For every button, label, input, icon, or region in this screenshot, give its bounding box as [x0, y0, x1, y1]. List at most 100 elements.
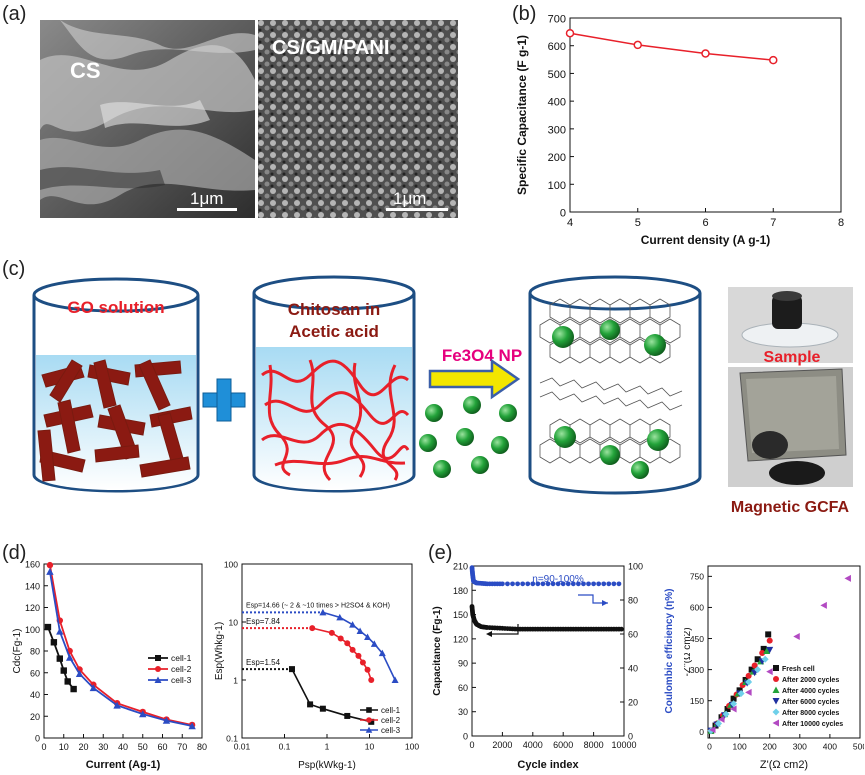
beaker-go: GO solution — [32, 277, 200, 493]
y-tick-label: 60 — [30, 668, 40, 678]
data-point — [75, 670, 84, 678]
legend-label: After 8000 cycles — [782, 710, 839, 717]
panel-label-c: (c) — [2, 258, 26, 280]
beaker-composite — [528, 275, 702, 495]
x-tick-label: 50 — [138, 742, 148, 752]
y-tick-label: 0 — [463, 732, 468, 742]
data-point — [766, 646, 774, 654]
data-point — [336, 613, 344, 621]
data-point — [154, 676, 162, 683]
data-point — [715, 719, 723, 727]
data-point — [162, 716, 171, 724]
data-point — [730, 695, 737, 702]
data-point — [601, 581, 607, 587]
y-axis-label: -Z''(Ω cm2) — [684, 627, 693, 676]
y-tick-label: 600 — [690, 603, 704, 613]
y-tick-label: 100 — [25, 625, 40, 635]
legend-label: cell-1 — [171, 653, 192, 663]
x-tick-label: 200 — [763, 742, 777, 752]
x-tick-label: 30 — [98, 742, 108, 752]
data-point — [50, 639, 58, 646]
y-tick-label: 100 — [224, 559, 238, 569]
photo-magnet — [728, 367, 853, 487]
data-point — [765, 631, 772, 638]
data-point — [540, 581, 546, 587]
chart-b: 4 5 6 7 8 0 100 200 300 400 500 600 700 Current densi… — [515, 14, 844, 248]
x-axis-label: Z'(Ω cm2) — [760, 759, 808, 771]
x-tick-label: 10 — [59, 742, 69, 752]
data-point — [606, 581, 612, 587]
data-point — [772, 698, 780, 705]
x-tick-label: 4 — [567, 217, 573, 229]
data-point — [773, 676, 779, 682]
y-tick-label: 100 — [628, 562, 643, 572]
data-point — [736, 687, 743, 694]
y-tick-label: 30 — [458, 707, 468, 717]
data-point — [344, 712, 351, 719]
data-point — [754, 666, 762, 674]
sem-label-cs: CS — [70, 58, 101, 83]
y-tick-label: 80 — [628, 596, 638, 606]
data-point — [751, 662, 758, 669]
data-point — [113, 701, 121, 709]
x-tick-label: 10 — [365, 742, 375, 752]
x-tick-label: 4000 — [523, 740, 543, 750]
data-point — [391, 676, 399, 683]
scale-label-right: 1μm — [393, 189, 426, 208]
beaker-chitosan: Chitosan in Acetic acid — [252, 275, 416, 493]
sem-label-cs-gm-pani: CS/GM/PANI — [272, 37, 389, 59]
legend-label: cell-2 — [171, 664, 192, 674]
data-point — [730, 705, 737, 713]
beaker-chitosan-line2: Acetic acid — [289, 322, 379, 341]
x-tick-label: 70 — [177, 742, 187, 752]
data-point — [745, 688, 752, 696]
data-point — [773, 665, 779, 671]
data-point — [368, 718, 375, 725]
y-tick-label: 500 — [548, 69, 566, 81]
chart-e1: 0 2000 4000 6000 8000 10000030609012015018021… — [432, 562, 675, 772]
x-tick-label: 0 — [41, 742, 46, 752]
x-tick-label: 300 — [793, 742, 807, 752]
data-point — [722, 710, 730, 718]
data-point — [581, 581, 586, 587]
y-tick-label: 20 — [30, 712, 40, 722]
y-tick-label: 180 — [453, 586, 468, 596]
x-tick-label: 0 — [707, 742, 712, 752]
data-point — [288, 666, 295, 673]
data-point — [555, 581, 561, 587]
y-tick-label: 60 — [628, 630, 638, 640]
data-point — [591, 581, 596, 587]
x-axis-label: Current density (A g-1) — [641, 233, 771, 247]
data-point — [754, 656, 761, 663]
data-point — [701, 49, 710, 58]
y-tick-label: 160 — [25, 560, 40, 570]
series-line-cell-1 — [291, 668, 372, 723]
data-point — [328, 629, 335, 636]
legend-label: After 4000 cycles — [782, 688, 839, 695]
data-point — [355, 652, 362, 659]
plot-frame — [471, 565, 625, 737]
panel-label-a: (a) — [2, 3, 27, 25]
data-point — [748, 666, 755, 673]
arrow-head-icon — [602, 600, 608, 606]
annotation-esp-cell3: Esp=14.66 (~ 2 & ~10 times > H2SO4 & KOH… — [246, 602, 390, 609]
data-point — [89, 684, 98, 692]
data-point — [349, 621, 357, 628]
x-tick-label: 100 — [733, 742, 747, 752]
panel-label-b: (b) — [512, 3, 537, 25]
x-axis-label: Psp(kWkg-1) — [298, 760, 356, 771]
data-point — [70, 685, 77, 693]
legend-label: cell-1 — [381, 706, 401, 715]
y-axis-label: Specific Capacitance (F g-1) — [515, 35, 529, 195]
data-point — [155, 666, 161, 672]
x-axis-label: Cycle index — [517, 759, 579, 771]
photo-sample-label: Sample — [764, 349, 821, 366]
legend-label: After 2000 cycles — [782, 677, 839, 684]
y-tick-label: 150 — [690, 696, 704, 706]
y-tick-label: 120 — [453, 634, 468, 644]
x-tick-label: 2000 — [492, 740, 512, 750]
x-tick-label: 8000 — [584, 740, 604, 750]
y-tick-label: 120 — [25, 603, 40, 613]
x-tick-label: 100 — [405, 742, 419, 752]
y-tick-label: 0 — [699, 727, 704, 737]
